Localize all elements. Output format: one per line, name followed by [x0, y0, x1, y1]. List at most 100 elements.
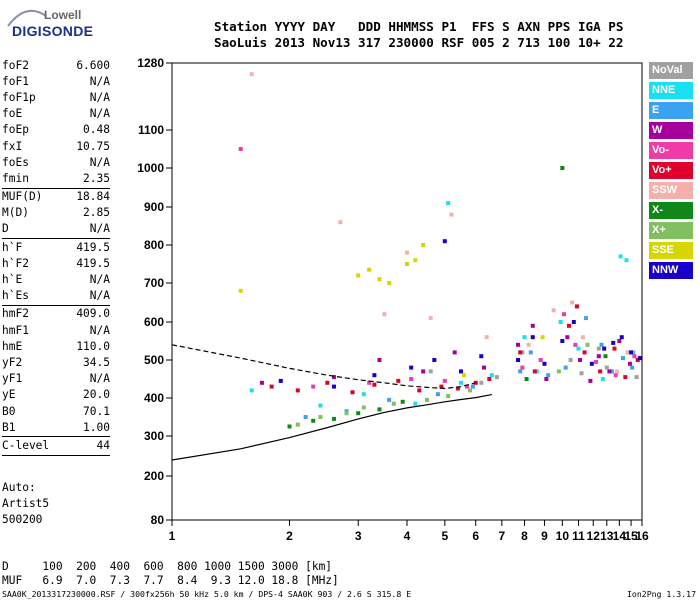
param-row: yE 20.0 [2, 387, 110, 403]
y-tick-label: 200 [144, 469, 164, 483]
param-value: N/A [89, 74, 110, 88]
x-tick-label: 6 [472, 529, 479, 543]
data-point [391, 401, 396, 406]
param-divider [2, 436, 110, 438]
param-row: h`E N/A [2, 271, 110, 287]
data-point [249, 72, 254, 77]
data-point [603, 354, 608, 359]
param-row: M(D) 2.85 [2, 205, 110, 221]
file-info-footer: SAA0K_2013317230000.RSF / 300fx256h 50 k… [2, 589, 412, 599]
param-name: yF2 [2, 355, 23, 369]
param-name: B0 [2, 404, 16, 418]
data-point [562, 312, 567, 317]
data-point [470, 384, 475, 389]
data-point [558, 320, 563, 324]
logo-line2: DIGISONDE [12, 23, 94, 39]
param-name: h`F [2, 240, 23, 254]
data-point [546, 373, 551, 378]
param-value: 2.85 [83, 206, 110, 220]
data-point [372, 382, 377, 387]
data-point [387, 397, 392, 402]
y-tick-label: 80 [151, 513, 165, 527]
param-row: fxI 10.75 [2, 138, 110, 154]
param-value: N/A [89, 372, 110, 386]
data-point [432, 358, 437, 362]
data-point [614, 369, 619, 374]
data-point [449, 212, 454, 217]
data-point [361, 405, 366, 410]
data-point [278, 378, 283, 383]
data-point [556, 369, 561, 374]
param-name: foF1p [2, 90, 36, 104]
data-point [568, 358, 573, 362]
param-name: foE [2, 107, 23, 121]
data-point [361, 392, 366, 397]
param-name: hmF1 [2, 323, 29, 337]
param-name: foEp [2, 123, 29, 137]
x-tick-label: 16 [635, 529, 649, 543]
param-name: C-level [2, 438, 50, 452]
param-divider [2, 187, 110, 189]
data-point [442, 239, 447, 244]
data-point [598, 369, 603, 374]
x-tick-label: 7 [499, 529, 506, 543]
data-point [487, 377, 492, 381]
data-point [295, 388, 300, 393]
data-point [238, 288, 243, 293]
data-point [396, 378, 401, 383]
data-point [607, 369, 612, 374]
param-value: 18.84 [76, 190, 110, 204]
param-value: N/A [89, 323, 110, 337]
param-row: C-level 44 [2, 437, 110, 453]
logo-arc-icon [7, 9, 47, 27]
data-point [520, 365, 525, 370]
data-point [318, 415, 323, 419]
data-point [516, 342, 521, 347]
data-point [377, 358, 382, 362]
param-value: 419.5 [76, 240, 110, 254]
logo-line1: Lowell [44, 8, 82, 22]
param-row: MUF(D) 18.84 [2, 189, 110, 205]
data-point [596, 346, 601, 351]
x-tick-label: 12 [587, 529, 601, 543]
virtual-height-curve [171, 344, 476, 390]
data-point [634, 375, 639, 380]
data-point [409, 377, 414, 381]
y-tick-label: 300 [144, 429, 164, 443]
auto-label: Auto: [2, 481, 36, 494]
data-point [560, 339, 565, 343]
param-value: N/A [89, 90, 110, 104]
param-row: D N/A [2, 221, 110, 237]
legend-item: E [649, 102, 693, 119]
param-value: N/A [89, 222, 110, 236]
auto-version: 500200 [2, 513, 43, 526]
data-point [544, 377, 549, 381]
y-tick-label: 1280 [137, 56, 164, 70]
param-value: 20.0 [83, 388, 110, 402]
param-name: fxI [2, 139, 23, 153]
data-point [455, 386, 460, 391]
data-point [428, 316, 433, 321]
data-point [611, 340, 616, 345]
autoscaling-info: Auto: Artist5 500200 [2, 480, 49, 528]
lowell-digisonde-logo: Lowell DIGISONDE [4, 6, 124, 44]
header-values: SaoLuis 2013 Nov13 317 230000 RSF 005 2 … [214, 35, 624, 50]
data-point [588, 378, 593, 383]
y-tick-label: 900 [144, 200, 164, 214]
data-point [630, 365, 635, 370]
param-row: hmF2 409.0 [2, 306, 110, 322]
data-point [489, 373, 494, 378]
x-tick-label: 15 [624, 529, 638, 543]
data-point [542, 361, 547, 366]
data-point [387, 281, 392, 285]
data-point [318, 403, 323, 408]
data-point [446, 394, 451, 399]
data-point [629, 350, 634, 355]
x-tick-label: 13 [600, 529, 614, 543]
param-row: h`F 419.5 [2, 239, 110, 255]
param-row: foF1p N/A [2, 89, 110, 105]
data-point [579, 371, 584, 376]
x-tick-label: 4 [404, 529, 411, 543]
legend-item: Vo+ [649, 162, 693, 179]
